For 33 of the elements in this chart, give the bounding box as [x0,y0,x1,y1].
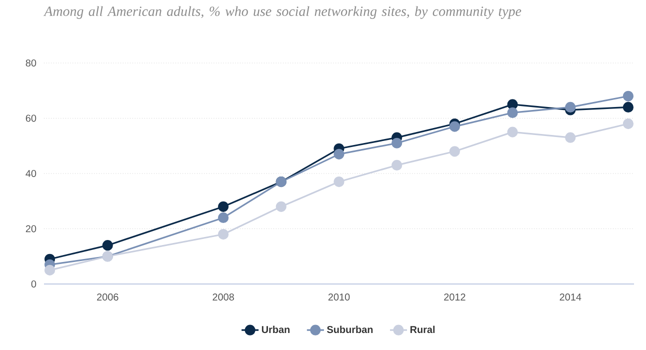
point [622,102,634,112]
point [449,121,460,132]
point [622,90,634,102]
y-tick-label: 60 [26,114,36,122]
legend-label: Urban [262,326,290,334]
point [218,212,229,223]
x-tick-label: 2006 [97,294,118,301]
point [276,201,286,212]
legend-label: Suburban [327,326,373,334]
point [218,201,229,212]
point [507,126,518,138]
point [507,107,518,118]
x-tick-label: 2014 [560,294,582,301]
point [102,240,113,251]
point [565,102,576,112]
point [44,264,56,276]
x-tick-label: 2010 [328,294,350,301]
y-tick-label: 0 [31,280,36,288]
point [334,148,344,160]
legend-label: Rural [410,326,435,334]
x-tick-label: 2012 [444,294,466,301]
point [392,160,402,171]
y-tick-label: 40 [26,170,36,178]
point [449,146,460,157]
y-tick-label: 20 [26,225,36,232]
point [392,138,402,148]
point [565,132,576,143]
point [622,118,634,130]
point [334,176,344,188]
x-tick-label: 2008 [212,294,234,301]
y-tick-label: 80 [26,59,36,67]
chart-title: Among all American adults, % who use social networking sites, by community type [43,6,522,19]
point [218,228,229,240]
